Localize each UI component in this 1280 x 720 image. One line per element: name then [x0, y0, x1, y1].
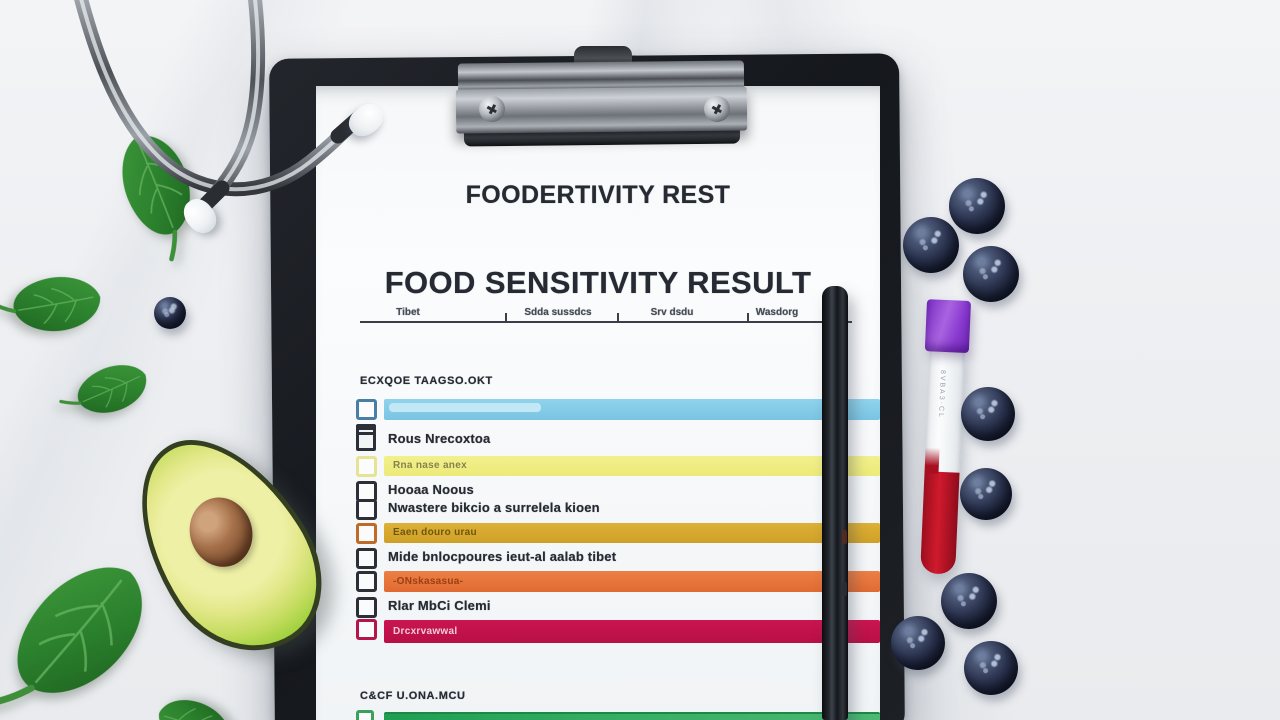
bar-label: -ONskasasua- [393, 576, 464, 587]
blueberry [963, 246, 1019, 302]
blueberry [154, 297, 186, 329]
report-top-title: FOODERTIVITY REST [465, 181, 731, 209]
result-bar-orange: -ONskasasua- [384, 571, 880, 592]
result-bar-gold: Eaen douro urau [384, 523, 880, 543]
stethoscope [74, 0, 370, 216]
tube-blood-sample [920, 471, 960, 575]
checkbox [356, 597, 377, 618]
food-item-label: Rlar MbCi Clemi [388, 598, 491, 613]
header-tick [747, 313, 749, 322]
checkbox [356, 619, 377, 640]
checkbox [356, 571, 377, 592]
result-bar-green [384, 712, 880, 720]
checkbox [356, 710, 374, 720]
report-main-title: FOOD SENSITIVITY RESULT [384, 265, 812, 300]
result-bar-blue [384, 399, 880, 420]
blueberry [949, 178, 1005, 234]
pen [822, 286, 848, 720]
report-paper: FOODERTIVITY REST FOOD SENSITIVITY RESUL… [316, 86, 880, 720]
header-tick [617, 313, 619, 322]
blood-test-tube: 8VBA3·CL [910, 299, 976, 579]
blueberry [903, 217, 959, 273]
blueberry [891, 616, 945, 670]
bar-inner-highlight [389, 403, 541, 412]
food-item-label: Mide bnlocpoures ieut-al aalab tibet [388, 549, 617, 564]
checkbox [356, 548, 377, 569]
pen-clip-detail [842, 530, 847, 544]
tube-icon [356, 424, 376, 451]
column-header-1: Tibet [396, 307, 420, 318]
bar-label: Drcxrvawwal [393, 626, 458, 637]
pen-clip-detail [842, 582, 847, 596]
blueberry [941, 573, 997, 629]
checkbox [356, 499, 377, 520]
column-header-4: Wasdorg [755, 307, 799, 318]
blueberry [964, 641, 1018, 695]
header-tick [505, 313, 507, 322]
result-bar-crimson: Drcxrvawwal [384, 620, 880, 643]
checkbox [356, 523, 377, 544]
bar-label: Eaen douro urau [393, 527, 477, 538]
blueberry [961, 387, 1015, 441]
clip-screw-right [704, 96, 730, 122]
blueberry [960, 468, 1012, 520]
tube-cap [924, 299, 972, 354]
section-1-label: ECXQOE TAAGSO.OKT [360, 375, 493, 387]
column-header-3: Srv dsdu [650, 307, 694, 318]
bar-label: Rna nase anex [393, 460, 467, 471]
food-item-label: Rous Nrecoxtoa [388, 431, 491, 446]
food-item-label: Hooaa Noous [388, 482, 474, 497]
header-rule [360, 321, 852, 323]
column-header-2: Sdda sussdcs [524, 307, 592, 318]
result-bar-yellow: Rna nase anex [384, 456, 880, 476]
checkbox [356, 456, 377, 477]
section-2-label: C&CF U.ONA.MCU [360, 690, 466, 702]
clip-screw-left [479, 96, 505, 122]
checkbox [356, 399, 377, 420]
food-item-label: Nwastere bikcio a surrelela kioen [388, 500, 600, 515]
